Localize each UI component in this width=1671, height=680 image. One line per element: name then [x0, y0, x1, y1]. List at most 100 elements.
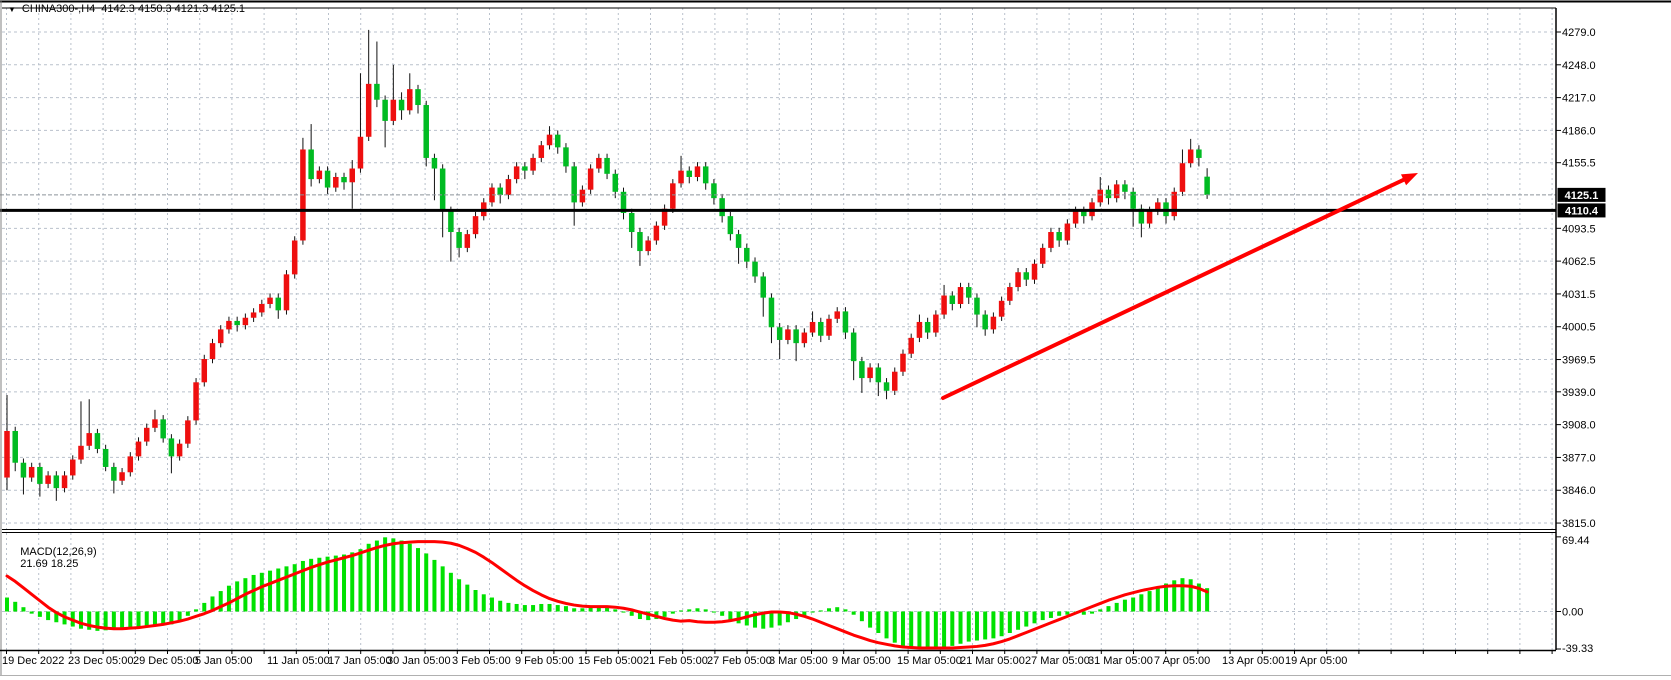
candle-body — [472, 216, 479, 235]
macd-bar — [169, 611, 174, 625]
candle-body — [801, 332, 808, 344]
candle-body — [908, 337, 914, 354]
date-label: 7 Apr 05:00 — [1154, 655, 1210, 667]
candle-body — [365, 83, 372, 137]
candle-body — [1039, 247, 1046, 264]
candle-body — [4, 430, 10, 478]
candle-body — [867, 367, 873, 379]
date-label: 9 Feb 05:00 — [515, 655, 574, 667]
symbol-dropdown-icon[interactable]: ▼ — [8, 4, 16, 14]
date-label: 31 Mar 05:00 — [1088, 655, 1153, 667]
candle-body — [45, 475, 51, 484]
candle-body — [612, 173, 619, 192]
candle-body — [941, 295, 947, 315]
trend-arrow-head[interactable] — [1400, 173, 1418, 186]
candle-body — [875, 367, 882, 383]
candle-body — [86, 433, 92, 446]
candle-body — [850, 332, 857, 362]
ohlc-values: 4142.3 4150.3 4121.3 4125.1 — [101, 3, 246, 15]
macd-bar — [835, 607, 840, 612]
candle-body — [818, 321, 824, 336]
macd-bar — [1098, 609, 1103, 612]
price-axis-label: 4000.5 — [1562, 322, 1596, 334]
date-label: 5 Jan 05:00 — [195, 655, 253, 667]
candle-body — [1179, 163, 1186, 192]
macd-axis-label: 0.00 — [1562, 607, 1583, 619]
candle-body — [374, 83, 380, 100]
macd-bar — [95, 611, 100, 631]
macd-name: MACD(12,26,9) — [20, 546, 97, 558]
macd-bar — [194, 609, 199, 612]
macd-bar — [1122, 599, 1127, 612]
price-axis-label: 4031.5 — [1562, 289, 1596, 301]
candle-body — [809, 321, 816, 333]
candle-body — [234, 320, 240, 326]
candle-body — [719, 198, 725, 217]
macd-bar — [646, 611, 651, 621]
candle-body — [341, 176, 347, 183]
date-label: 27 Mar 05:00 — [1025, 655, 1090, 667]
date-label: 19 Apr 05:00 — [1285, 655, 1347, 667]
macd-bar — [687, 609, 692, 612]
macd-bar — [13, 601, 18, 612]
macd-bar — [588, 607, 593, 612]
candle-body — [1081, 210, 1087, 217]
macd-bar — [777, 611, 782, 626]
macd-bar — [605, 607, 610, 612]
candle-body — [1048, 232, 1054, 248]
candle-body — [1031, 263, 1038, 280]
macd-bar — [999, 611, 1004, 637]
macd-bar — [1131, 597, 1136, 612]
macd-axis-label: -39.33 — [1562, 643, 1593, 655]
date-label: 15 Mar 05:00 — [897, 655, 962, 667]
macd-bar — [440, 566, 445, 612]
candle-body — [596, 157, 602, 169]
macd-bar — [120, 611, 125, 629]
candle-body — [1171, 191, 1177, 217]
symbol-timeframe-label: CHINA300-,H4 — [21, 3, 96, 15]
candle-body — [111, 466, 117, 481]
macd-bar — [276, 568, 281, 612]
candle-body — [965, 287, 972, 298]
candle-body — [571, 166, 577, 203]
macd-bar — [284, 566, 289, 612]
macd-bar — [424, 553, 429, 612]
date-label: 3 Feb 05:00 — [452, 655, 511, 667]
candle-body — [554, 134, 561, 148]
macd-bar — [991, 611, 996, 639]
candle-body — [127, 456, 134, 473]
macd-bar — [572, 608, 577, 612]
candle-body — [752, 261, 758, 277]
macd-bar — [876, 611, 881, 633]
candle-body — [1105, 189, 1112, 199]
candle-body — [1056, 232, 1062, 241]
candle-body — [497, 187, 503, 195]
candle-body — [949, 295, 956, 304]
candle-body — [530, 157, 536, 171]
candle-body — [776, 327, 783, 340]
macd-bar — [900, 611, 905, 646]
trend-arrow-line[interactable] — [941, 177, 1406, 400]
candle-body — [933, 314, 939, 333]
macd-bar — [202, 602, 207, 612]
macd-bar — [744, 611, 749, 626]
candle-body — [974, 297, 980, 315]
macd-bar — [966, 611, 971, 642]
macd-bar — [974, 611, 979, 641]
macd-bar — [580, 608, 585, 612]
price-axis-label: 4279.0 — [1562, 27, 1596, 39]
macd-bar — [720, 611, 725, 616]
price-axis-label: 3877.0 — [1562, 452, 1596, 464]
macd-bar — [218, 591, 223, 612]
candle-body — [185, 420, 191, 444]
macd-bar — [185, 611, 190, 616]
macd-bar — [1081, 611, 1086, 615]
candle-body — [168, 438, 175, 457]
macd-bar — [292, 564, 297, 612]
macd-bar — [1139, 594, 1144, 612]
candle-body — [439, 168, 446, 211]
macd-bar — [1196, 583, 1201, 612]
candle-body — [1196, 149, 1202, 158]
macd-bar — [383, 537, 388, 612]
